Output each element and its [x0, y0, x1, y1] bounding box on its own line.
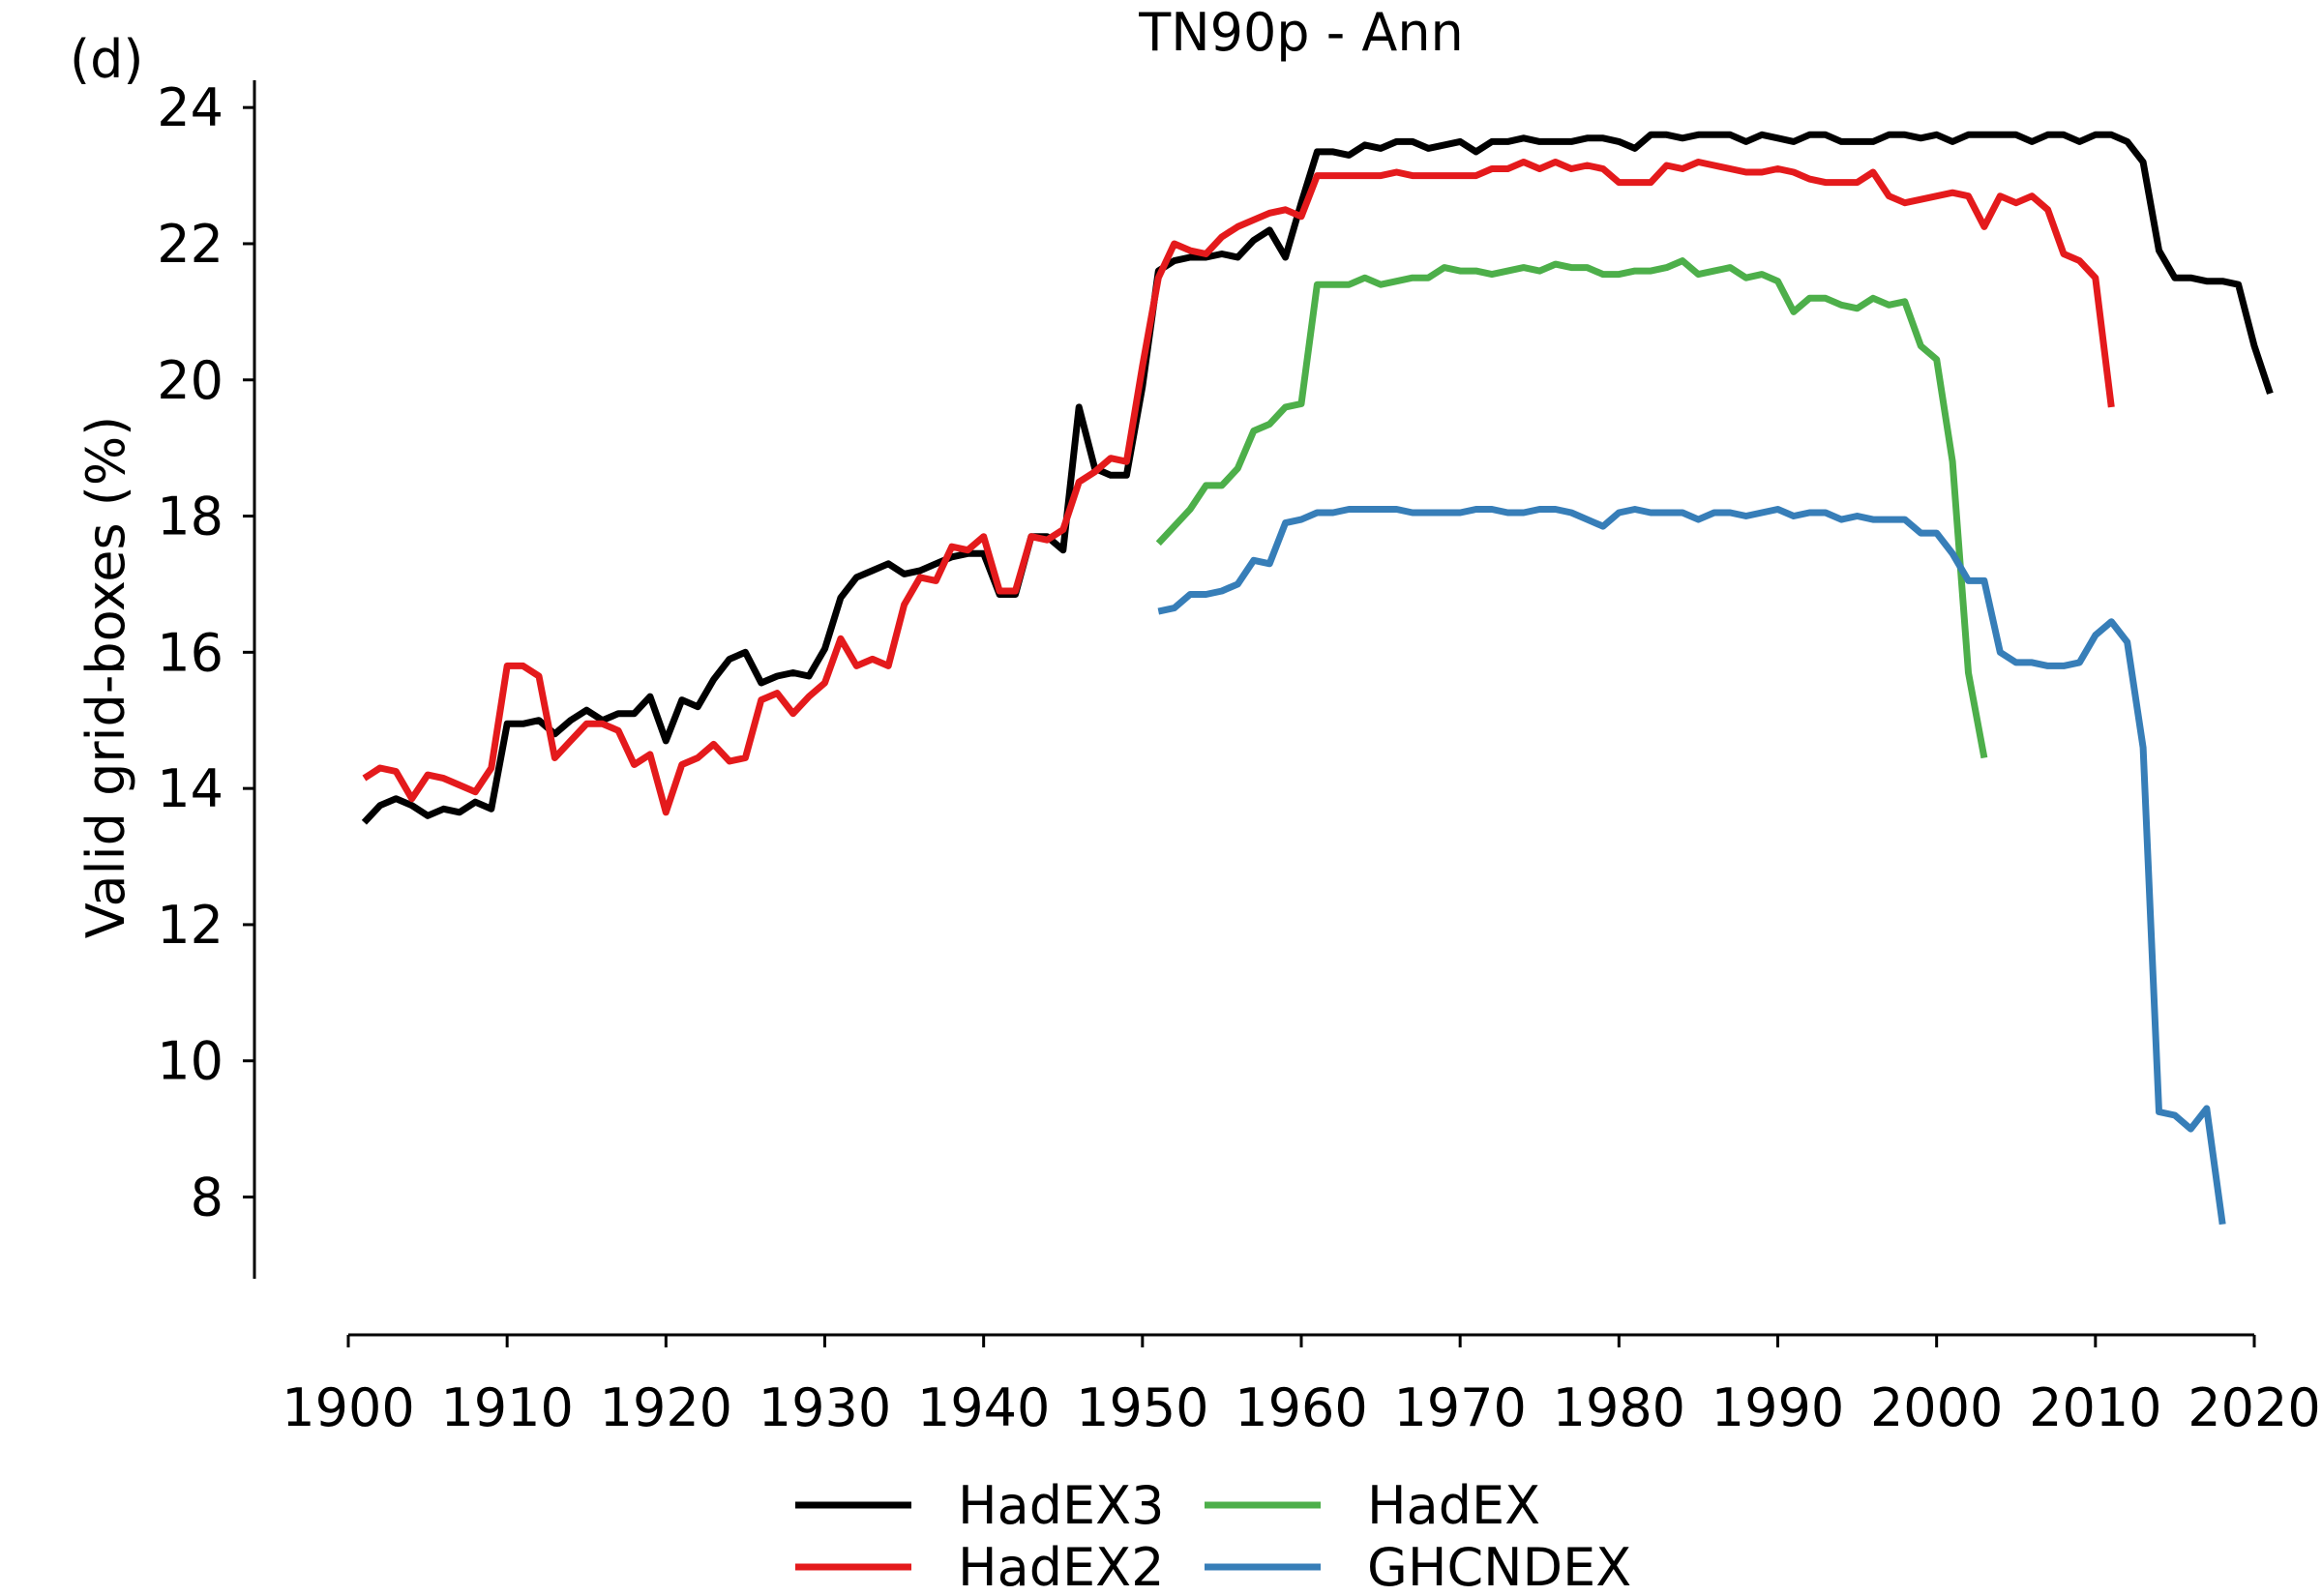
x-tick-label: 1940	[917, 1377, 1050, 1438]
y-tick-label: 20	[157, 350, 223, 411]
y-tick-label: 24	[157, 77, 223, 138]
series-line-hadex3	[361, 131, 2274, 825]
x-tick-label: 1960	[1235, 1377, 1367, 1438]
x-tick-label: 1970	[1393, 1377, 1526, 1438]
x-tick-label: 1920	[600, 1377, 732, 1438]
x-tick-label: 1930	[759, 1377, 891, 1438]
x-ticks: 1900 1910 1920 1930 1940 1950 1960 1970 1980 1990…	[282, 1335, 2321, 1438]
y-tick-label: 10	[157, 1031, 223, 1092]
y-tick-label: 16	[157, 622, 223, 683]
x-tick-label: 1950	[1076, 1377, 1208, 1438]
panel-label: (d)	[70, 29, 143, 90]
x-tick-label: 2000	[1870, 1377, 2003, 1438]
x-tick-label: 1980	[1553, 1377, 1685, 1438]
x-tick-label: 1900	[282, 1377, 414, 1438]
series-layer	[361, 131, 2274, 1226]
x-tick-label: 2020	[2188, 1377, 2320, 1438]
y-tick-label: 18	[157, 487, 223, 547]
x-tick-label: 1910	[440, 1377, 573, 1438]
series-line-hadex	[1155, 257, 1988, 759]
y-ticks: 8 10 12 14 16 18 20 22 24	[157, 77, 254, 1228]
series-line-hadex2	[362, 159, 2115, 816]
y-axis-label: Valid grid-boxes (%)	[75, 416, 136, 938]
y-tick-label: 12	[157, 895, 223, 956]
chart-title: TN90p - Ann	[1138, 2, 1464, 63]
y-tick-label: 22	[157, 214, 223, 275]
legend-label-ghcndex: GHCNDEX	[1367, 1537, 1631, 1596]
y-tick-label: 8	[191, 1167, 223, 1228]
legend-label-hadex2: HadEX2	[958, 1537, 1164, 1596]
legend-label-hadex3: HadEX3	[958, 1475, 1164, 1536]
x-tick-label: 2010	[2029, 1377, 2161, 1438]
series-line-ghcndex	[1157, 506, 2226, 1226]
legend-label-hadex: HadEX	[1367, 1475, 1540, 1536]
y-tick-label: 14	[157, 758, 223, 819]
x-tick-label: 1990	[1712, 1377, 1844, 1438]
